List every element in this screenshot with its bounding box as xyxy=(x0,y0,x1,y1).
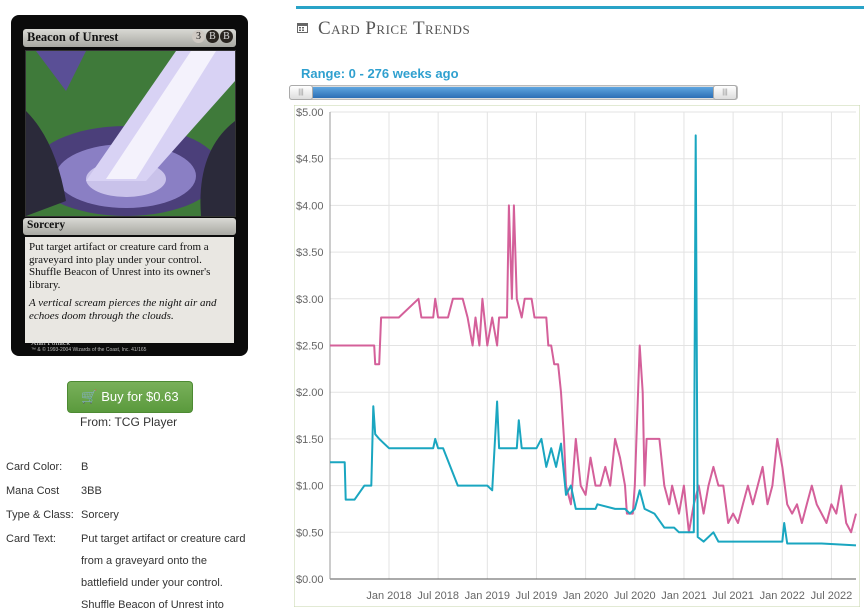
mana-symbol-black: B xyxy=(206,30,219,43)
y-tick-label: $5.00 xyxy=(296,107,324,119)
card-type-bar: Sorcery xyxy=(23,218,236,235)
y-tick-label: $2.50 xyxy=(296,341,324,353)
x-tick-label: Jan 2020 xyxy=(563,590,608,602)
x-tick-label: Jul 2020 xyxy=(614,590,656,602)
detail-value: B xyxy=(81,461,89,473)
range-slider-handle-end[interactable]: ||| xyxy=(713,85,737,100)
detail-value: Put target artifact or creature card fro… xyxy=(81,533,246,611)
card-copyright: ™ & © 1993-2004 Wizards of the Coast, In… xyxy=(31,347,147,353)
buy-button-label: Buy for $0.63 xyxy=(101,389,179,404)
price-series-line-1 xyxy=(330,204,857,534)
y-tick-label: $0.50 xyxy=(296,527,324,539)
range-label: Range: 0 - 276 weeks ago xyxy=(301,66,459,81)
price-trend-chart: $0.00 $0.50 $1.00 $1.50 $2.00 $2.50 $3.00 $3.50… xyxy=(294,105,860,607)
x-tick-label: Jul 2021 xyxy=(712,590,754,602)
detail-label: Card Color: xyxy=(6,461,63,473)
card-rules-text: Put target artifact or creature card fro… xyxy=(29,241,211,291)
card-name: Beacon of Unrest xyxy=(27,30,119,44)
x-tick-label: Jan 2019 xyxy=(465,590,510,602)
seller-source: From: TCG Player xyxy=(80,415,178,429)
panel-title: Card Price Trends xyxy=(318,18,471,39)
x-tick-label: Jul 2018 xyxy=(417,590,459,602)
detail-value: Sorcery xyxy=(81,509,119,521)
detail-label: Mana Cost xyxy=(6,485,60,497)
x-tick-label: Jan 2018 xyxy=(366,590,411,602)
detail-label: Type & Class: xyxy=(6,509,74,521)
y-tick-label: $0.00 xyxy=(296,574,324,586)
price-series-line-2 xyxy=(330,134,857,547)
detail-label: Card Text: xyxy=(6,533,56,545)
buy-button[interactable]: 🛒 Buy for $0.63 xyxy=(67,381,193,413)
y-tick-label: $3.00 xyxy=(296,294,324,306)
y-tick-label: $1.00 xyxy=(296,481,324,493)
x-tick-label: Jan 2022 xyxy=(760,590,805,602)
y-tick-label: $2.00 xyxy=(296,387,324,399)
detail-value: 3BB xyxy=(81,485,102,497)
card-flavor-text: A vertical scream pierces the night air … xyxy=(29,297,217,322)
calendar-icon xyxy=(297,23,308,33)
range-slider-handle-start[interactable]: ||| xyxy=(289,85,313,100)
y-tick-label: $4.50 xyxy=(296,154,324,166)
y-tick-label: $3.50 xyxy=(296,247,324,259)
cart-icon: 🛒 xyxy=(81,389,98,404)
chart-frame xyxy=(294,105,860,607)
card-artist: Alan Pollack xyxy=(31,338,70,347)
mana-symbol-generic: 3 xyxy=(192,30,205,43)
card-text-box: Put target artifact or creature card fro… xyxy=(25,237,234,343)
x-tick-label: Jan 2021 xyxy=(661,590,706,602)
mana-symbol-black: B xyxy=(220,30,233,43)
card-type-line: Sorcery xyxy=(27,219,66,231)
card-art xyxy=(25,50,236,217)
y-tick-label: $1.50 xyxy=(296,434,324,446)
x-tick-label: Jul 2022 xyxy=(811,590,853,602)
y-tick-label: $4.00 xyxy=(296,200,324,212)
panel-top-border xyxy=(296,6,864,9)
range-slider-fill xyxy=(310,87,722,98)
range-slider[interactable]: ||| ||| xyxy=(289,85,738,100)
x-tick-label: Jul 2019 xyxy=(516,590,558,602)
